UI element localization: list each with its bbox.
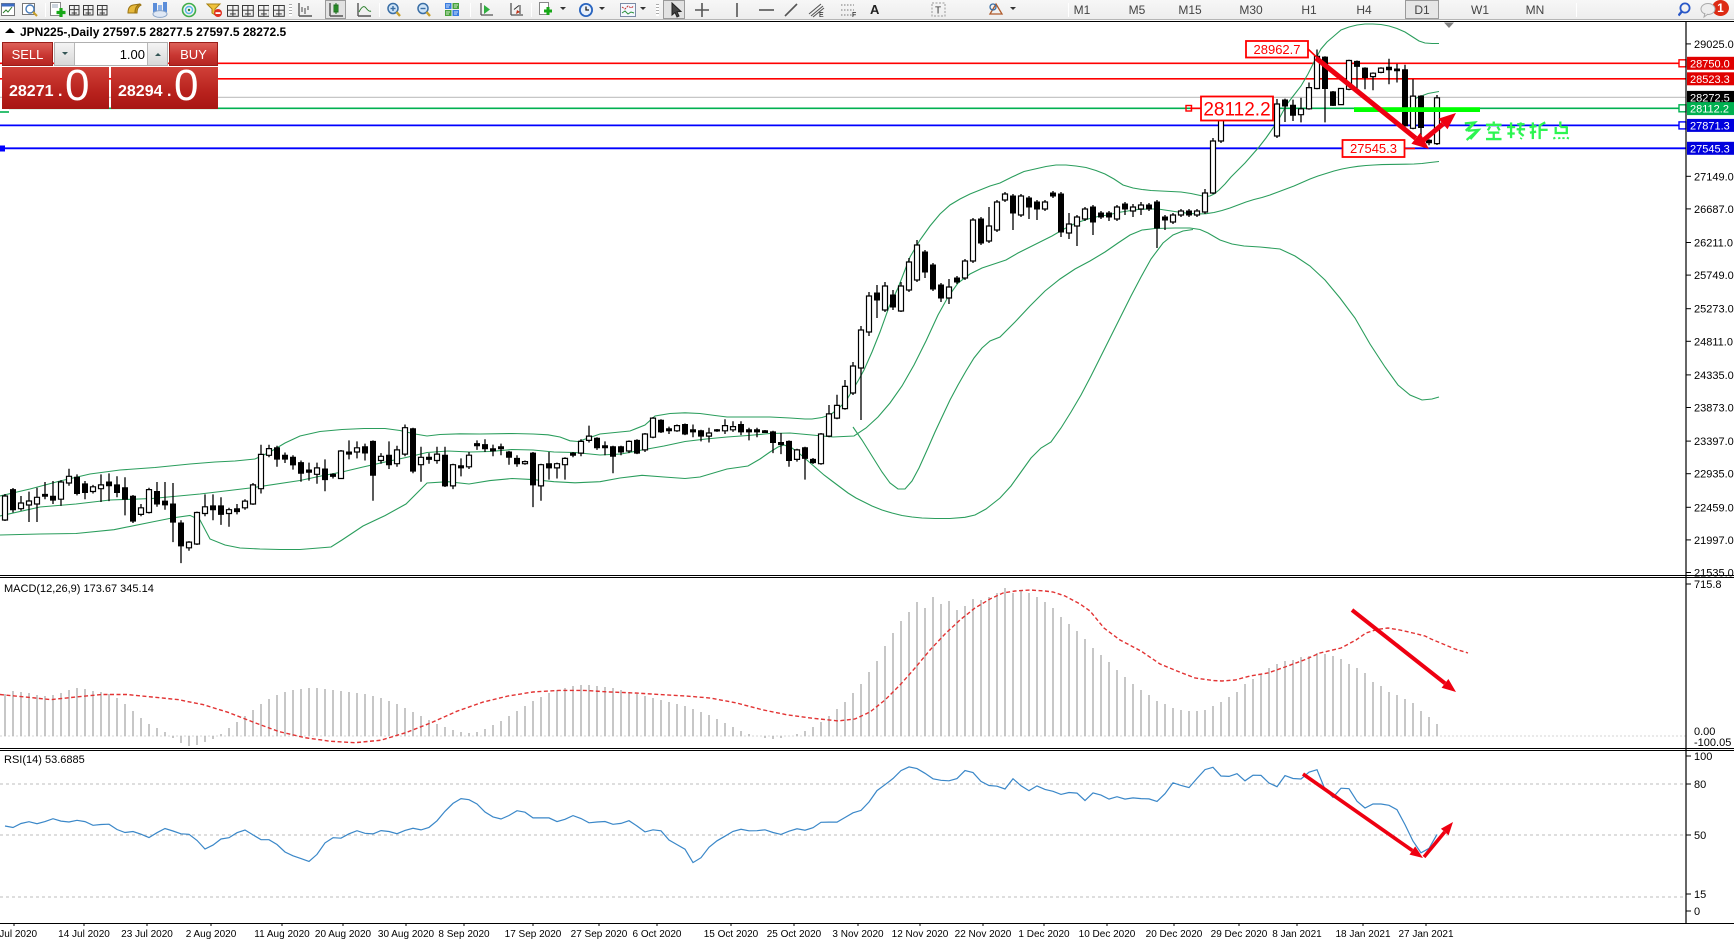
svg-text:28272.5: 28272.5: [1690, 92, 1730, 104]
svg-text:27545.3: 27545.3: [1690, 143, 1730, 155]
svg-text:23873.0: 23873.0: [1694, 403, 1734, 415]
svg-text:27545.3: 27545.3: [1350, 141, 1397, 156]
svg-text:28523.3: 28523.3: [1690, 74, 1730, 86]
svg-text:29025.0: 29025.0: [1694, 39, 1734, 51]
svg-text:80: 80: [1694, 779, 1706, 791]
svg-text:15 Oct 2020: 15 Oct 2020: [704, 929, 759, 940]
svg-text:27871.3: 27871.3: [1690, 120, 1730, 132]
svg-text:27 Sep 2020: 27 Sep 2020: [571, 929, 628, 940]
svg-text:8 Sep 2020: 8 Sep 2020: [438, 929, 490, 940]
svg-text:28962.7: 28962.7: [1254, 42, 1301, 57]
svg-text:22935.0: 22935.0: [1694, 469, 1734, 481]
svg-text:21535.0: 21535.0: [1694, 568, 1734, 580]
svg-text:22459.0: 22459.0: [1694, 502, 1734, 514]
svg-text:100: 100: [1694, 751, 1712, 763]
svg-text:15: 15: [1694, 889, 1706, 901]
svg-text:17 Sep 2020: 17 Sep 2020: [505, 929, 562, 940]
svg-text:E: E: [819, 12, 824, 18]
svg-text:23 Jul 2020: 23 Jul 2020: [121, 929, 173, 940]
svg-text:14 Jul 2020: 14 Jul 2020: [58, 929, 110, 940]
svg-text:29 Dec 2020: 29 Dec 2020: [1211, 929, 1268, 940]
svg-text:F: F: [852, 12, 856, 18]
svg-text:24335.0: 24335.0: [1694, 370, 1734, 382]
svg-text:25273.0: 25273.0: [1694, 304, 1734, 316]
svg-text:30 Aug 2020: 30 Aug 2020: [378, 929, 435, 940]
svg-text:11 Aug 2020: 11 Aug 2020: [254, 929, 310, 940]
svg-text:28750.0: 28750.0: [1690, 58, 1730, 70]
svg-text:0.00: 0.00: [1694, 726, 1715, 738]
svg-text:50: 50: [1694, 830, 1706, 842]
svg-text:28112.2: 28112.2: [1690, 104, 1729, 116]
svg-text:3 Jul 2020: 3 Jul 2020: [0, 929, 38, 940]
svg-text:3 Nov 2020: 3 Nov 2020: [832, 929, 884, 940]
svg-text:27149.0: 27149.0: [1694, 171, 1734, 183]
svg-text:24811.0: 24811.0: [1694, 336, 1733, 348]
svg-text:26687.0: 26687.0: [1694, 204, 1734, 216]
svg-text:21997.0: 21997.0: [1694, 535, 1734, 547]
svg-text:RSI(14) 53.6885: RSI(14) 53.6885: [4, 754, 85, 766]
svg-text:JPN225-,Daily 27597.5 28277.5: JPN225-,Daily 27597.5 28277.5 27597.5 28…: [20, 25, 287, 39]
svg-text:26211.0: 26211.0: [1694, 238, 1733, 250]
svg-text:8 Jan 2021: 8 Jan 2021: [1272, 929, 1322, 940]
svg-text:18 Jan 2021: 18 Jan 2021: [1335, 929, 1390, 940]
svg-text:0: 0: [1694, 906, 1700, 918]
svg-text:10 Dec 2020: 10 Dec 2020: [1079, 929, 1136, 940]
svg-text:22 Nov 2020: 22 Nov 2020: [955, 929, 1012, 940]
svg-text:6 Oct 2020: 6 Oct 2020: [633, 929, 682, 940]
svg-text:T: T: [935, 6, 941, 17]
svg-text:25 Oct 2020: 25 Oct 2020: [767, 929, 822, 940]
svg-text:12 Nov 2020: 12 Nov 2020: [892, 929, 949, 940]
svg-text:-100.05: -100.05: [1694, 737, 1731, 749]
svg-text:20 Aug 2020: 20 Aug 2020: [315, 929, 372, 940]
svg-text:MACD(12,26,9) 173.67 345.14: MACD(12,26,9) 173.67 345.14: [4, 583, 154, 595]
svg-text:28112.2: 28112.2: [1203, 99, 1270, 120]
svg-text:25749.0: 25749.0: [1694, 270, 1734, 282]
svg-text:1 Dec 2020: 1 Dec 2020: [1018, 929, 1070, 940]
svg-text:715.8: 715.8: [1694, 579, 1722, 591]
svg-text:23397.0: 23397.0: [1694, 436, 1734, 448]
svg-text:2 Aug 2020: 2 Aug 2020: [186, 929, 237, 940]
svg-text:20 Dec 2020: 20 Dec 2020: [1146, 929, 1203, 940]
svg-text:27 Jan 2021: 27 Jan 2021: [1398, 929, 1453, 940]
